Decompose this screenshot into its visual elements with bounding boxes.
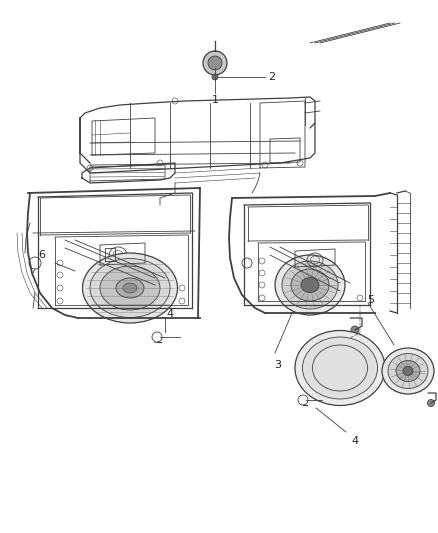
Ellipse shape: [303, 337, 378, 399]
Circle shape: [351, 326, 359, 334]
Text: 4: 4: [351, 436, 358, 446]
Text: 4: 4: [166, 309, 173, 319]
Ellipse shape: [282, 261, 338, 309]
Text: 2: 2: [268, 72, 275, 82]
Text: 3: 3: [275, 360, 282, 370]
Ellipse shape: [82, 253, 177, 323]
Ellipse shape: [90, 259, 170, 318]
Circle shape: [427, 400, 434, 407]
Ellipse shape: [100, 266, 160, 310]
Ellipse shape: [116, 278, 144, 298]
Ellipse shape: [123, 283, 137, 293]
Text: 6: 6: [39, 250, 46, 260]
Ellipse shape: [396, 360, 420, 382]
Ellipse shape: [388, 353, 428, 389]
Ellipse shape: [291, 269, 329, 301]
Circle shape: [212, 74, 218, 80]
Text: 5: 5: [367, 295, 374, 305]
Ellipse shape: [403, 367, 413, 376]
Ellipse shape: [382, 348, 434, 394]
Circle shape: [208, 56, 222, 70]
Ellipse shape: [275, 255, 345, 315]
Ellipse shape: [295, 330, 385, 406]
Text: 1: 1: [212, 95, 219, 105]
Ellipse shape: [301, 278, 319, 293]
Circle shape: [203, 51, 227, 75]
